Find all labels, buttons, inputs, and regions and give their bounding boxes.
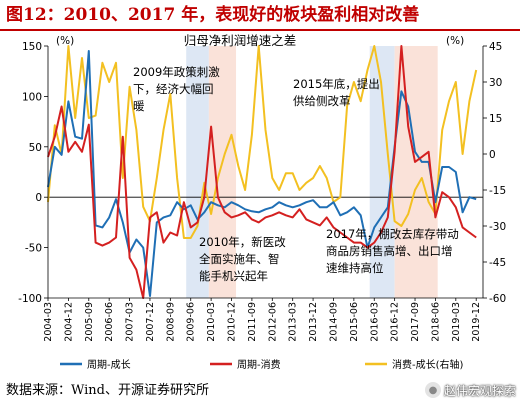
x-tick-label-2: 2005-09 xyxy=(84,302,95,342)
legend-label-2: 消费-成长(右轴) xyxy=(392,358,464,371)
right-tick-label-3: -15 xyxy=(489,185,506,197)
left-axis-unit: (%) xyxy=(56,35,74,47)
right-tick-label-5: 15 xyxy=(489,113,502,125)
annotation-a3-line-1: 全面实施年、智 xyxy=(199,252,280,266)
legend-label-1: 周期-消费 xyxy=(237,358,281,371)
x-tick-label-19: 2018-06 xyxy=(430,302,441,342)
x-tick-label-7: 2009-06 xyxy=(186,302,197,342)
left-tick-label-1: -50 xyxy=(25,243,42,255)
left-tick-label-2: 0 xyxy=(35,192,42,204)
series-line-1 xyxy=(47,45,477,299)
right-tick-label-1: -45 xyxy=(489,257,506,269)
left-tick-label-0: -100 xyxy=(18,293,42,305)
right-tick-label-6: 30 xyxy=(489,77,502,89)
x-tick-label-9: 2010-12 xyxy=(227,302,238,342)
shaded-period-1 xyxy=(208,46,237,298)
x-tick-label-3: 2006-06 xyxy=(104,302,115,342)
right-tick-label-4: 0 xyxy=(489,149,496,161)
x-tick-label-15: 2015-06 xyxy=(349,302,360,342)
chart-title: 归母净利润增速之差 xyxy=(184,33,297,48)
x-tick-label-0: 2004-03 xyxy=(43,302,54,342)
legend-label-0: 周期-成长 xyxy=(87,359,131,371)
x-tick-label-14: 2014-09 xyxy=(328,302,339,342)
annotation-a4-line-2: 速维持高位 xyxy=(326,261,384,275)
x-tick-label-12: 2013-03 xyxy=(288,302,299,342)
left-tick-label-4: 100 xyxy=(22,91,42,103)
right-tick-label-7: 45 xyxy=(489,41,502,53)
series-layer xyxy=(47,45,478,299)
watermark: ● 赵伟宏观探索 xyxy=(424,376,516,404)
annotation-a1-line-0: 2009年政策刺激 xyxy=(133,65,220,79)
annotation-a2-line-0: 2015年底，提出 xyxy=(293,77,380,91)
x-tick-label-6: 2008-09 xyxy=(165,302,176,342)
right-axis-unit: (%) xyxy=(446,35,464,47)
x-tick-label-10: 2011-09 xyxy=(247,302,258,342)
x-tick-label-16: 2016-03 xyxy=(369,302,380,342)
annotation-a3-line-2: 能手机兴起年 xyxy=(199,269,268,283)
x-tick-label-11: 2012-06 xyxy=(267,302,278,342)
annotation-a4-line-0: 2017年，棚改去库存带动 xyxy=(326,227,459,241)
source-note: 数据来源：Wind、开源证券研究所 xyxy=(6,383,209,398)
title-divider xyxy=(0,29,520,31)
x-tick-label-21: 2019-12 xyxy=(471,302,482,342)
x-tick-label-4: 2007-03 xyxy=(125,302,136,342)
annotation-a2-line-1: 供给侧改革 xyxy=(293,94,351,108)
figure-title: 图12：2010、2017 年，表现好的板块盈利相对改善 xyxy=(6,5,420,25)
left-tick-label-3: 50 xyxy=(29,142,42,154)
legend: 周期-成长 周期-消费 消费-成长(右轴) xyxy=(60,358,464,371)
annotation-a3-line-0: 2010年，新医改 xyxy=(199,235,286,249)
x-tick-label-13: 2013-12 xyxy=(308,302,319,342)
annotation-a1-line-1: 下，经济大幅回 xyxy=(133,82,214,96)
wechat-icon: ● xyxy=(424,382,441,398)
x-tick-label-17: 2016-12 xyxy=(390,302,401,342)
annotation-a1-line-2: 暖 xyxy=(133,99,145,113)
x-tick-label-18: 2017-09 xyxy=(410,302,421,342)
x-tick-label-5: 2007-12 xyxy=(145,302,156,342)
right-tick-label-0: -60 xyxy=(489,293,506,305)
x-tick-label-8: 2010-03 xyxy=(206,302,217,342)
series-line-2 xyxy=(47,45,478,239)
x-tick-label-20: 2019-03 xyxy=(451,302,462,342)
left-tick-label-5: 150 xyxy=(22,41,42,53)
x-tick-label-1: 2004-12 xyxy=(63,302,74,342)
annotation-a4-line-1: 商品房销售高增、出口增 xyxy=(326,244,453,258)
axes: -100 -50 0 50 100 150 -60 -45 -30 -15 0 15 30 45 2004-… xyxy=(18,41,506,342)
line-chart: -100 -50 0 50 100 150 -60 -45 -30 -15 0 15 30 45 2004-… xyxy=(18,33,506,371)
shaded-periods xyxy=(186,46,438,298)
series-line-0 xyxy=(47,50,477,297)
right-tick-label-2: -30 xyxy=(489,221,506,233)
watermark-text: 赵伟宏观探索 xyxy=(443,383,516,398)
